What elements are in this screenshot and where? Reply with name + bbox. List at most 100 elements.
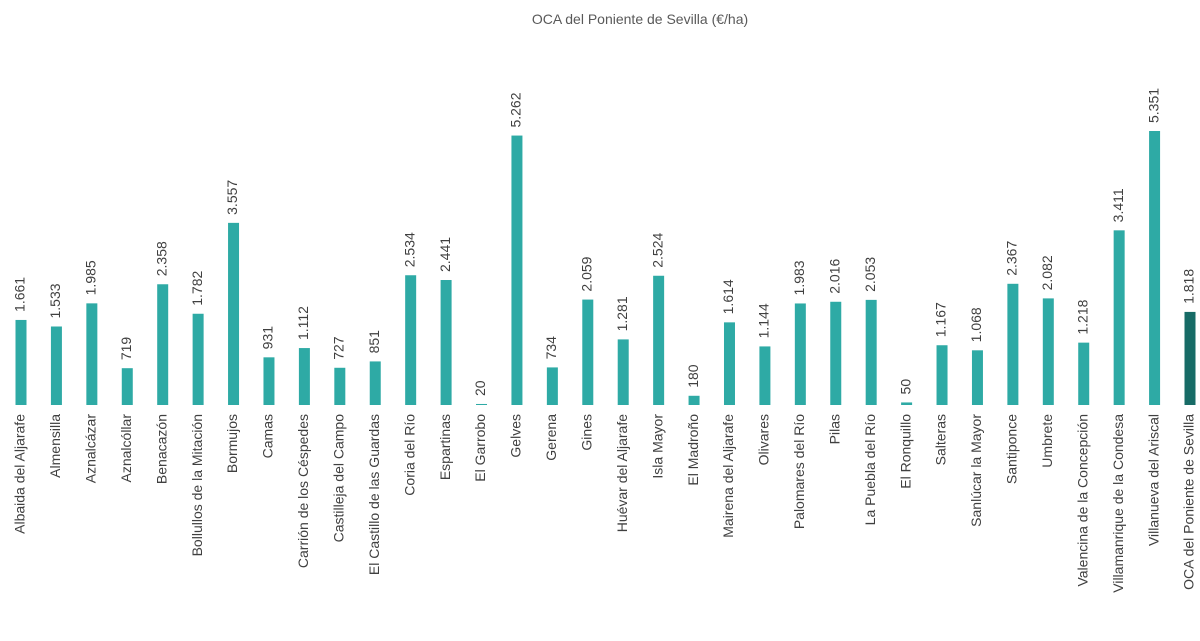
value-label: 931 [260, 326, 276, 350]
bar [440, 280, 452, 405]
x-tick-label: Aznalcóllar [118, 414, 134, 483]
bar [228, 222, 240, 405]
x-tick-label: Coria del Río [401, 414, 417, 496]
bar [971, 350, 983, 405]
bar [546, 367, 558, 405]
bar [1149, 131, 1161, 405]
bar [1042, 298, 1054, 405]
bar [263, 357, 275, 405]
bar [121, 368, 133, 405]
bar [582, 299, 594, 405]
value-label: 727 [331, 336, 347, 360]
value-label: 50 [897, 379, 913, 395]
x-tick-label: El Madroño [685, 414, 701, 486]
x-tick-label: Aznalcázar [83, 414, 99, 484]
bar [794, 303, 806, 405]
x-tick-label: OCA del Poniente de Sevilla [1181, 414, 1197, 590]
x-tick-label: Huévar del Aljarafe [614, 414, 630, 533]
x-tick-label: Camas [260, 414, 276, 458]
x-tick-label: Castilleja del Campo [331, 414, 347, 543]
value-label: 1.533 [47, 283, 63, 318]
x-tick-label: El Castillo de las Guardas [366, 414, 382, 575]
x-tick-label: Villanueva del Ariscal [1145, 414, 1161, 546]
value-label: 1.112 [295, 306, 311, 340]
bar [405, 275, 417, 405]
value-label: 734 [543, 336, 559, 360]
x-tick-label: El Garrobo [472, 414, 488, 482]
x-tick-label: Santiponce [1004, 414, 1020, 484]
value-label: 1.144 [756, 303, 772, 338]
value-label: 719 [118, 337, 134, 361]
x-tick-label: Benacazón [153, 414, 169, 484]
x-tick-label: La Puebla del Río [862, 414, 878, 526]
bar [1184, 311, 1196, 405]
x-tick-label: Almensilla [47, 414, 63, 478]
value-label: 2.441 [437, 237, 453, 272]
bar [936, 345, 948, 405]
x-tick-label: Villamanrique de la Condesa [1110, 414, 1126, 593]
bar [617, 339, 629, 405]
value-label: 1.614 [720, 279, 736, 314]
x-tick-label: Pilas [826, 414, 842, 444]
bar [511, 135, 523, 405]
value-label: 180 [685, 364, 701, 388]
x-tick-label: Gelves [508, 414, 524, 458]
value-label: 5.351 [1145, 88, 1161, 123]
bar [334, 367, 346, 405]
value-label: 2.367 [1004, 241, 1020, 276]
bar [50, 326, 62, 405]
value-label: 2.059 [578, 256, 594, 291]
x-tick-label: Bormujos [224, 414, 240, 473]
bar [476, 403, 488, 405]
x-tick-label: Palomares del Río [791, 414, 807, 529]
value-label: 1.782 [189, 271, 205, 306]
x-tick-label: Olivares [756, 414, 772, 465]
value-label: 3.557 [224, 180, 240, 215]
x-tick-label: Isla Mayor [649, 414, 665, 479]
x-tick-label: El Ronquillo [897, 414, 913, 489]
value-label: 1.818 [1181, 269, 1197, 304]
bar [723, 322, 735, 405]
value-label: 1.985 [83, 260, 99, 295]
value-label: 1.218 [1074, 299, 1090, 334]
bar [298, 348, 310, 405]
x-tick-label: Gerena [543, 414, 559, 461]
value-label: 1.661 [12, 277, 28, 312]
x-tick-label: Mairena del Aljarafe [720, 414, 736, 538]
bar [1113, 230, 1125, 405]
x-tick-label: Sanlúcar la Mayor [968, 414, 984, 527]
bar [86, 303, 98, 405]
value-label: 2.053 [862, 257, 878, 292]
value-label: 851 [366, 330, 382, 354]
bar [15, 319, 27, 405]
bar [157, 284, 169, 405]
bar [192, 313, 204, 405]
value-label: 1.281 [614, 296, 630, 331]
bar [865, 299, 877, 405]
value-label: 1.068 [968, 307, 984, 342]
x-tick-label: Gines [578, 414, 594, 451]
bar [1007, 283, 1019, 405]
x-tick-label: Carrión de los Céspedes [295, 414, 311, 568]
x-tick-label: Valencina de la Concepción [1074, 414, 1090, 587]
value-label: 20 [472, 380, 488, 396]
value-label: 1.983 [791, 260, 807, 295]
bar [653, 275, 665, 405]
x-tick-label: Umbrete [1039, 414, 1055, 468]
value-label: 2.082 [1039, 255, 1055, 290]
bar [1078, 342, 1090, 405]
bar [688, 395, 700, 405]
value-label: 1.167 [933, 302, 949, 337]
x-tick-label: Salteras [933, 414, 949, 465]
bar [369, 361, 381, 405]
x-tick-label: Bollullos de la Mitación [189, 414, 205, 556]
bar [830, 301, 842, 405]
value-label: 2.524 [649, 233, 665, 268]
bar [901, 402, 913, 405]
value-label: 5.262 [508, 92, 524, 127]
value-label: 2.358 [153, 241, 169, 276]
bar [759, 346, 771, 405]
value-label: 3.411 [1110, 188, 1126, 222]
value-label: 2.016 [826, 259, 842, 294]
